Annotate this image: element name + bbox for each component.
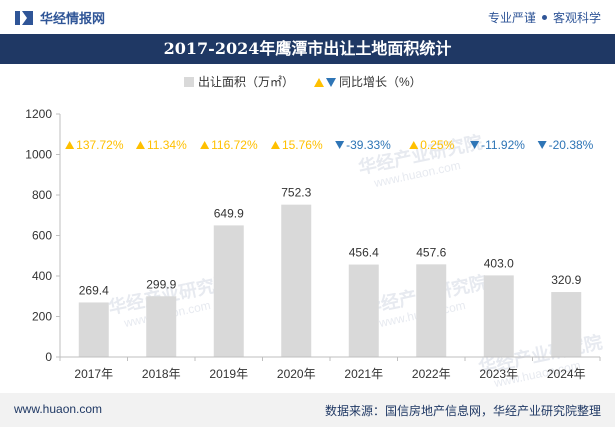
bar-value-label: 457.6 bbox=[416, 245, 446, 259]
x-tick-label: 2024年 bbox=[547, 367, 586, 381]
bar bbox=[483, 275, 514, 357]
growth-label: 137.72% bbox=[76, 138, 124, 152]
legend-swatch-area bbox=[184, 77, 194, 87]
x-tick-label: 2017年 bbox=[74, 367, 113, 381]
bars: 269.4 299.9 649.9 752.3 456.4 457.6 403.0 320.9 bbox=[79, 186, 582, 357]
legend-label-growth: 同比增长（%） bbox=[339, 75, 422, 89]
footer-source: 数据来源：国信房地产信息网，华经产业研究院整理 bbox=[324, 404, 601, 418]
bar bbox=[281, 204, 312, 357]
y-tick-label: 1000 bbox=[25, 148, 52, 162]
growth-label: 15.76% bbox=[282, 138, 323, 152]
legend-label-area: 出让面积（万㎡） bbox=[198, 75, 294, 89]
growth-up-triangle-icon bbox=[135, 141, 145, 149]
bar-value-label: 456.4 bbox=[349, 246, 379, 260]
y-tick-label: 400 bbox=[32, 269, 52, 283]
tagline-separator-dot bbox=[541, 15, 547, 20]
x-axis: 2017年 2018年 2019年 2020年 2021年 2022年 2023年 2024年 bbox=[59, 356, 601, 381]
bar-value-label: 299.9 bbox=[146, 277, 176, 291]
footer: www.huaon.com 数据来源：国信房地产信息网，华经产业研究院整理 bbox=[0, 393, 615, 427]
brand-name: 华经情报网 bbox=[40, 11, 106, 26]
bar-value-label: 320.9 bbox=[551, 273, 581, 287]
footer-website: www.huaon.com bbox=[14, 402, 103, 416]
legend-up-triangle-icon bbox=[314, 78, 324, 87]
legend: 出让面积（万㎡） 同比增长（%） bbox=[184, 75, 422, 89]
title-band: 2017-2024年鹰潭市出让土地面积统计 bbox=[0, 34, 615, 64]
growth-up-triangle-icon bbox=[409, 141, 419, 149]
bar bbox=[551, 292, 582, 357]
growth-label: 11.34% bbox=[147, 138, 187, 152]
brand-logo-icon bbox=[15, 10, 33, 25]
bar-value-label: 269.4 bbox=[79, 283, 109, 297]
tagline-left: 专业严谨 bbox=[487, 11, 536, 25]
y-tick-label: 800 bbox=[32, 188, 52, 202]
growth-down-triangle-icon bbox=[537, 141, 547, 149]
bar-value-label: 403.0 bbox=[484, 256, 514, 270]
growth-label: 116.72% bbox=[211, 138, 258, 152]
bar-chart: 出让面积（万㎡） 同比增长（%） 华经产业研究院www.huaon.com华经产… bbox=[25, 75, 604, 390]
bar bbox=[348, 264, 379, 357]
bar bbox=[416, 264, 447, 357]
growth-label: 0.25% bbox=[420, 138, 454, 152]
brand-tagline: 专业严谨 客观科学 bbox=[488, 9, 601, 26]
x-tick-label: 2019年 bbox=[209, 367, 248, 381]
top-bar: 华经情报网 专业严谨 客观科学 bbox=[0, 0, 615, 34]
x-tick-label: 2018年 bbox=[142, 367, 181, 381]
growth-label: -20.38% bbox=[549, 138, 594, 152]
brand: 华经情报网 bbox=[14, 8, 105, 27]
tagline-right: 客观科学 bbox=[552, 11, 601, 25]
y-tick-label: 200 bbox=[32, 310, 52, 324]
bar-value-label: 649.9 bbox=[214, 206, 244, 220]
x-tick-label: 2021年 bbox=[344, 367, 383, 381]
growth-label: -11.92% bbox=[481, 138, 525, 152]
x-tick-label: 2020年 bbox=[277, 367, 316, 381]
bar bbox=[78, 302, 109, 357]
y-tick-label: 600 bbox=[32, 229, 52, 243]
y-tick-label: 1200 bbox=[25, 107, 52, 121]
x-tick-label: 2023年 bbox=[479, 367, 518, 381]
growth-down-triangle-icon bbox=[335, 141, 345, 149]
y-axis: 0 200 400 600 800 1000 1200 bbox=[25, 107, 61, 364]
chart-title: 2017-2024年鹰潭市出让土地面积统计 bbox=[163, 39, 452, 58]
y-tick-label: 0 bbox=[45, 350, 52, 364]
bar bbox=[213, 225, 244, 357]
growth-down-triangle-icon bbox=[470, 141, 480, 149]
growth-row: 137.72% 11.34% 116.72% 15.76% -39.33% 0.25% -1… bbox=[65, 138, 594, 152]
growth-up-triangle-icon bbox=[270, 141, 280, 149]
bar bbox=[146, 296, 177, 357]
growth-up-triangle-icon bbox=[65, 141, 75, 149]
x-tick-label: 2022年 bbox=[412, 367, 451, 381]
growth-up-triangle-icon bbox=[200, 141, 210, 149]
legend-down-triangle-icon bbox=[326, 78, 336, 87]
bar-value-label: 752.3 bbox=[281, 186, 311, 200]
growth-label: -39.33% bbox=[346, 138, 391, 152]
